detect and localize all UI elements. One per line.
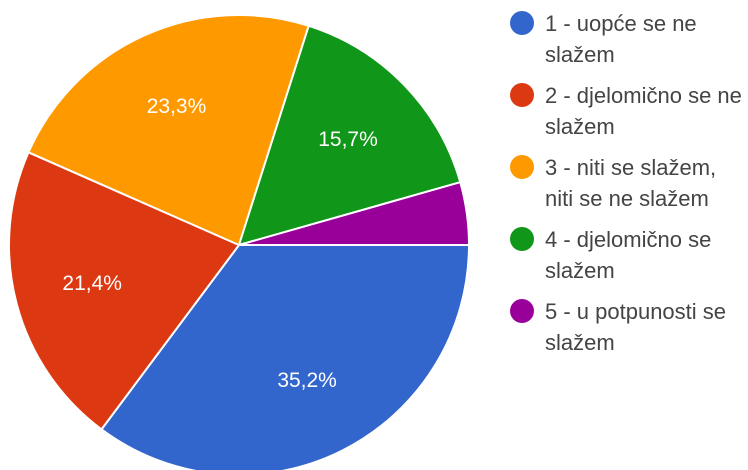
pie-slice-1 [100, 244, 470, 470]
pie-slice-5 [238, 181, 470, 246]
legend-label-2: 2 - djelomično se ne slažem [545, 83, 742, 139]
legend-label-3: 3 - niti se slažem, niti se ne slažem [545, 155, 717, 211]
legend-item-3: 3 - niti se slažem, niti se ne slažem [510, 152, 746, 214]
pie-slice-label-3: 23,3% [147, 95, 207, 118]
pie-slice-labels: 35,2% 21,4% 23,3% 15,7% [62, 95, 377, 392]
legend: 1 - uopće se ne slažem 2 - djelomično se … [510, 8, 746, 368]
pie-slice-4 [238, 24, 462, 246]
legend-swatch-5 [510, 299, 534, 323]
legend-label-5: 5 - u potpunosti se slažem [545, 299, 727, 355]
legend-item-1: 1 - uopće se ne slažem [510, 8, 746, 70]
legend-item-5: 5 - u potpunosti se slažem [510, 296, 746, 358]
pie-slice-label-1: 35,2% [277, 369, 337, 392]
pie-slices [8, 14, 470, 470]
pie-slice-label-2: 21,4% [62, 272, 122, 295]
pie-chart: 35,2% 21,4% 23,3% 15,7% [8, 14, 470, 470]
pie-slice-2 [8, 151, 240, 431]
legend-label-1: 1 - uopće se ne slažem [545, 11, 697, 67]
pie-slice-label-4: 15,7% [318, 128, 378, 151]
legend-swatch-4 [510, 227, 534, 251]
legend-swatch-2 [510, 83, 534, 107]
legend-item-4: 4 - djelomično se slažem [510, 224, 746, 286]
legend-item-2: 2 - djelomično se ne slažem [510, 80, 746, 142]
pie-slice-3 [27, 14, 310, 246]
legend-swatch-1 [510, 11, 534, 35]
legend-swatch-3 [510, 155, 534, 179]
legend-label-4: 4 - djelomično se slažem [545, 227, 712, 283]
